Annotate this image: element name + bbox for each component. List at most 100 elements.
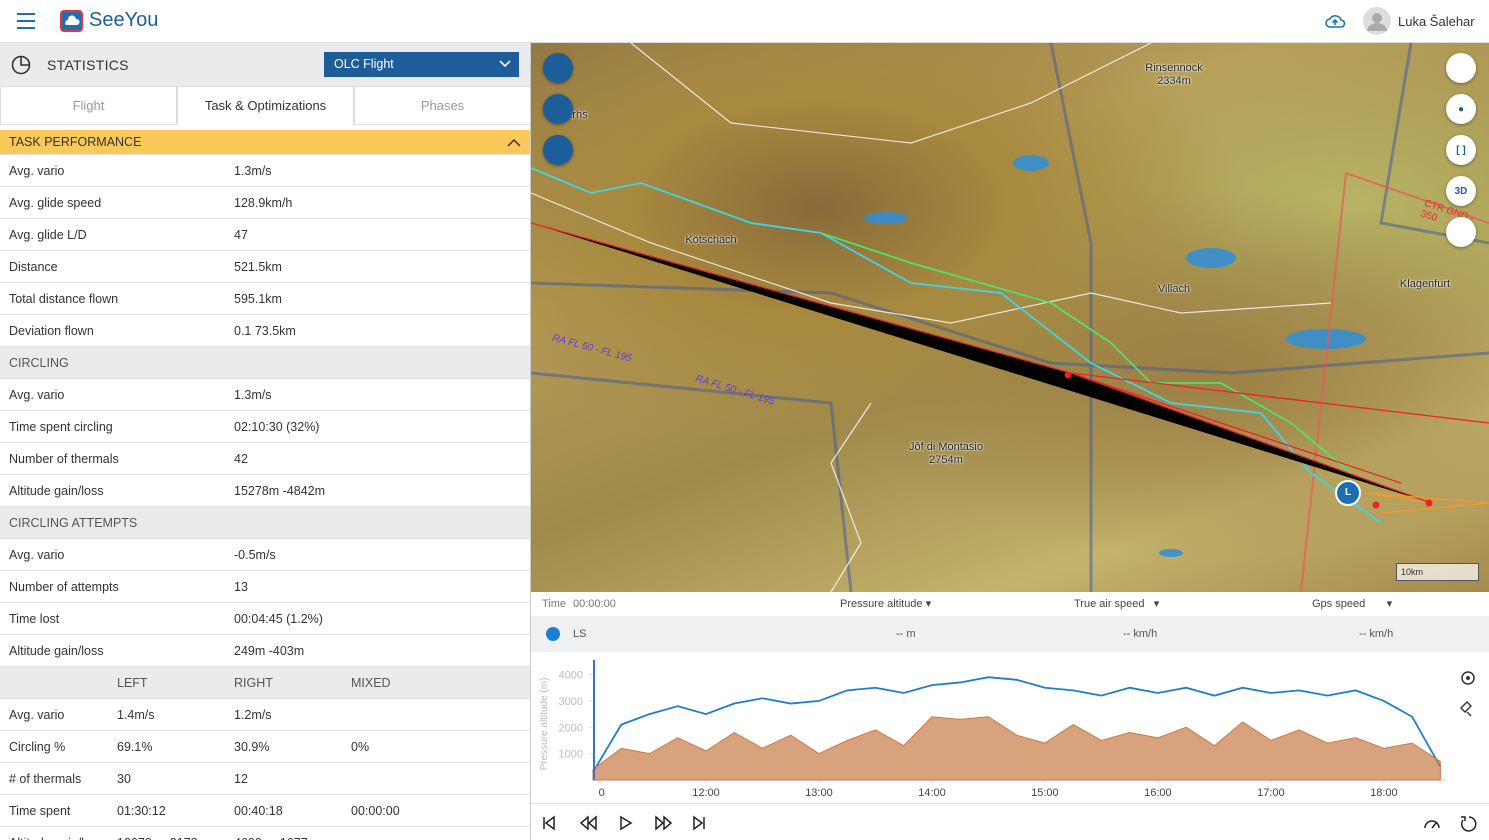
sides-table-header: LEFT RIGHT MIXED	[0, 667, 530, 699]
sides-value: 00:40:18	[234, 804, 283, 818]
section-header: CIRCLING	[0, 347, 530, 379]
select-text: True air speed	[1074, 598, 1145, 610]
x-tick-label: 16:00	[1144, 787, 1172, 799]
stat-label: Distance	[9, 260, 58, 274]
x-tick-label: 14:00	[918, 787, 946, 799]
stat-label: Avg. vario	[9, 388, 65, 402]
stat-row: Altitude gain/loss 15278m -4842m	[0, 475, 530, 507]
altitude-chart[interactable]: Pressure altitude (m) 1000 2000 3000 4000 0 1…	[531, 652, 1489, 803]
sides-label: Altitude gain/loss	[9, 827, 104, 840]
stat-value: 0.1 73.5km	[234, 324, 296, 338]
map-label: 2334m	[1157, 75, 1191, 87]
menu-button[interactable]	[16, 12, 36, 30]
altitude-line	[592, 676, 1442, 773]
stat-value: 128.9km/h	[234, 196, 293, 210]
map-label: Kötschach	[685, 234, 737, 246]
stat-label: Avg. vario	[9, 548, 65, 562]
avatar[interactable]	[1363, 7, 1391, 35]
section-header[interactable]: TASK PERFORMANCE	[0, 130, 530, 155]
select-text: Gps speed	[1312, 598, 1366, 610]
stat-row: Avg. vario 1.3m/s	[0, 379, 530, 411]
map-overlay	[531, 43, 1489, 592]
fullscreen-button[interactable]: [ ]	[1446, 135, 1476, 165]
dropdown-value: OLC Flight	[334, 57, 394, 71]
stat-row: Avg. glide speed 128.9km/h	[0, 187, 530, 219]
map-label: Villach	[1157, 283, 1191, 295]
upload-button[interactable]	[1324, 12, 1346, 30]
sides-row: Avg. vario 1.4m/s 1.2m/s	[0, 699, 530, 731]
tab[interactable]: Flight	[0, 87, 177, 125]
pilot-code: LS	[573, 628, 587, 640]
user-name[interactable]: Luka Šalehar	[1398, 14, 1475, 29]
graph-map-button[interactable]	[543, 135, 573, 165]
stat-value: 02:10:30 (32%)	[234, 420, 320, 434]
x-tick-label: 0	[599, 787, 605, 799]
x-tick-label: 15:00	[1031, 787, 1059, 799]
tab[interactable]: Task & Optimizations	[177, 87, 354, 125]
stat-value: 00:04:45 (1.2%)	[234, 612, 323, 626]
stat-value: 595.1km	[234, 292, 282, 306]
x-tick-label: 13:00	[805, 787, 833, 799]
sides-value: 1.2m/s	[234, 708, 272, 722]
x-tick-label: 18:00	[1370, 787, 1398, 799]
time-value: 00:00:00	[573, 598, 616, 610]
readout-panel: Time 00:00:00 Pressure altitude ▾ True a…	[531, 592, 1489, 652]
flight-dropdown[interactable]: OLC Flight	[324, 52, 519, 77]
sides-value: 69.1%	[117, 740, 153, 754]
stat-label: Altitude gain/loss	[9, 484, 104, 498]
stat-value: 521.5km	[234, 260, 282, 274]
measure-button[interactable]	[1446, 217, 1476, 247]
layers-button[interactable]	[1446, 53, 1476, 83]
stat-label: Number of attempts	[9, 580, 119, 594]
sides-value: 00:00:00	[351, 804, 400, 818]
statistics-map-button[interactable]	[543, 53, 573, 83]
stat-label: Avg. glide speed	[9, 196, 102, 210]
view-3d-button[interactable]: 3D	[1446, 176, 1476, 206]
stat-row: Avg. glide L/D 47	[0, 219, 530, 251]
sides-label: Avg. vario	[9, 708, 65, 722]
list-map-button[interactable]	[543, 94, 573, 124]
map-scale: 10km	[1396, 563, 1479, 581]
tab[interactable]: Phases	[354, 87, 530, 125]
channel-select[interactable]: True air speed ▾	[1074, 598, 1160, 610]
x-tick-label: 17:00	[1257, 787, 1285, 799]
stat-row: Number of thermals 42	[0, 443, 530, 475]
stat-row: Distance 521.5km	[0, 251, 530, 283]
y-axis-label: Pressure altitude (m)	[539, 678, 550, 771]
pilot-marker[interactable]: L	[1335, 480, 1361, 506]
statistics-title: STATISTICS	[47, 57, 129, 73]
map-label: Rinsennock	[1145, 62, 1203, 74]
y-tick-label: 4000	[559, 670, 583, 682]
sides-label: Circling %	[9, 740, 66, 754]
map-label: 2754m	[929, 454, 963, 466]
map-label: Klagenfurt	[1399, 278, 1451, 290]
locate-button[interactable]: ●	[1446, 94, 1476, 124]
stat-row: Avg. vario -0.5m/s	[0, 539, 530, 571]
stat-row: Altitude gain/loss 249m -403m	[0, 635, 530, 667]
zoom-button[interactable]	[1460, 701, 1472, 717]
map[interactable]: z Krhs Rinsennock 2334m Kötschach Villach Kla…	[531, 43, 1489, 592]
sides-label: # of thermals	[9, 772, 82, 786]
sides-value: 10678m -3178m	[117, 827, 208, 840]
statistics-icon	[11, 55, 31, 75]
sides-row: Altitude gain/loss 10678m -3178m 4600m -16…	[0, 827, 530, 840]
map-label: Jôf di Montasio	[909, 441, 983, 453]
select-text: Pressure altitude	[840, 598, 923, 610]
stat-label: Altitude gain/loss	[9, 644, 104, 658]
sides-value: 4600m -1677m	[234, 827, 318, 840]
sides-value: 1.4m/s	[117, 708, 155, 722]
y-tick-label: 1000	[559, 749, 583, 761]
column-header: RIGHT	[234, 676, 273, 690]
playback-controls[interactable]	[541, 814, 721, 832]
altitude-readout: -- m	[896, 628, 916, 640]
stat-value: 42	[234, 452, 248, 466]
sides-row: # of thermals 30 12	[0, 763, 530, 795]
sides-label: Time spent	[9, 804, 71, 818]
sides-value: 0%	[351, 740, 370, 754]
channel-select[interactable]: Gps speed ▾	[1312, 598, 1393, 610]
speed-controls[interactable]	[1421, 814, 1481, 832]
channel-select[interactable]: Pressure altitude ▾	[840, 598, 932, 610]
settings-button[interactable]	[1461, 671, 1475, 685]
stat-value: 15278m -4842m	[234, 484, 326, 498]
tas-readout: -- km/h	[1123, 628, 1158, 640]
